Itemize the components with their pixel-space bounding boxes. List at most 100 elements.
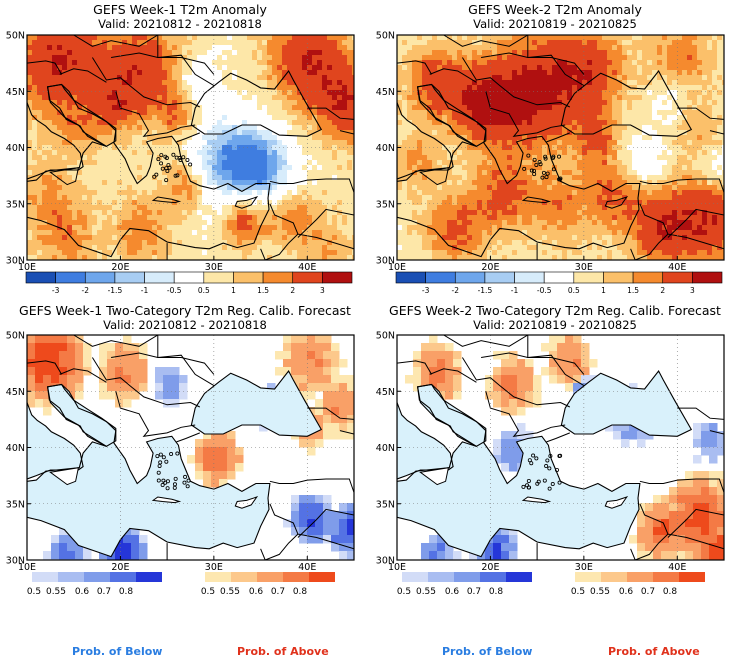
prob-above-swatch <box>601 572 627 582</box>
prob-above-tick: 0.5 <box>571 587 585 597</box>
lon-tick-label: 20E <box>481 262 499 273</box>
panel-title-week1-anomaly: GEFS Week-1 T2m Anomaly Valid: 20210812 … <box>0 3 365 32</box>
lon-tick-label: 10E <box>388 562 406 573</box>
prob-below-tick: 0.5 <box>27 587 41 597</box>
lon-tick-label: 10E <box>18 562 36 573</box>
lon-tick-label: 20E <box>111 262 129 273</box>
anomaly-colorbar-swatch <box>25 271 56 284</box>
lat-tick-label: 45N <box>376 87 395 98</box>
anomaly-colorbar-swatch <box>144 271 175 284</box>
prob-below-swatch <box>110 572 136 582</box>
anomaly-colorbar-swatch <box>322 271 353 284</box>
anomaly-colorbar-swatch <box>395 271 426 284</box>
anomaly-colorbar-tick: 2 <box>660 286 665 295</box>
anomaly-colorbar-swatch <box>55 271 86 284</box>
prob-above-tick: 0.55 <box>220 587 240 597</box>
anomaly-colorbar-swatch <box>114 271 145 284</box>
anomaly-colorbar-tick: 1.5 <box>257 286 269 295</box>
prob-above-tick: 0.55 <box>590 587 610 597</box>
anomaly-colorbar-swatch <box>454 271 486 284</box>
prob-above-label-left: Prob. of Above <box>237 645 329 658</box>
anomaly-colorbar-tick: -1.5 <box>478 286 493 295</box>
prob-below-swatch <box>506 572 532 582</box>
prob-above-tick: 0.7 <box>271 587 285 597</box>
lat-tick-label: 35N <box>6 499 25 510</box>
anomaly-colorbar-swatch <box>573 271 604 284</box>
lon-tick-label: 40E <box>668 262 686 273</box>
lat-tick-label: 50N <box>6 31 25 42</box>
probability-colorbar-week2: 0.5 0.55 0.6 0.7 0.8 0.5 0.55 0.6 0.7 0.8 <box>397 572 705 597</box>
prob-above-swatch <box>627 572 653 582</box>
lat-tick-label: 35N <box>376 499 395 510</box>
prob-above-tick: 0.7 <box>641 587 655 597</box>
anomaly-colorbar-swatch <box>292 271 323 284</box>
lat-tick-label: 40N <box>6 443 25 454</box>
prob-above-label-right: Prob. of Above <box>608 645 700 658</box>
anomaly-colorbar-tick: 1 <box>601 286 606 295</box>
lat-tick-label: 45N <box>6 387 25 398</box>
prob-below-tick: 0.7 <box>467 587 481 597</box>
anomaly-colorbar-tick: 3 <box>690 286 695 295</box>
probability-colorbar-week1: 0.5 0.55 0.6 0.7 0.8 0.5 0.55 0.6 0.7 0.8 <box>27 572 335 597</box>
prob-below-swatch <box>136 572 162 582</box>
prob-below-swatch <box>58 572 84 582</box>
lat-tick-label: 30N <box>6 556 25 567</box>
anomaly-colorbar-tick: -2 <box>82 286 90 295</box>
prob-above-swatch <box>257 572 283 582</box>
panel-title-week2-anomaly: GEFS Week-2 T2m Anomaly Valid: 20210819 … <box>370 2 740 32</box>
panel-title-text: GEFS Week-1 Two-Category T2m Reg. Calib.… <box>19 303 351 318</box>
prob-above-swatch <box>231 572 257 582</box>
panel-title-text: GEFS Week-2 T2m Anomaly <box>468 2 642 17</box>
lat-tick-label: 30N <box>376 256 395 267</box>
prob-above-swatch <box>205 572 231 582</box>
lat-tick-label: 45N <box>376 387 395 398</box>
prob-above-tick: 0.6 <box>249 587 264 597</box>
anomaly-colorbar-tick: 3 <box>320 286 325 295</box>
lon-tick-label: 40E <box>668 562 686 573</box>
lat-tick-label: 40N <box>376 443 395 454</box>
anomaly-colorbar-tick: 1.5 <box>627 286 639 295</box>
panel-valid-text: Valid: 20210819 - 20210825 <box>473 17 637 31</box>
lat-tick-label: 40N <box>376 143 395 154</box>
prob-below-swatch <box>480 572 506 582</box>
anomaly-colorbar-tick: -1.5 <box>108 286 123 295</box>
prob-above-tick: 0.6 <box>619 587 634 597</box>
prob-below-tick: 0.7 <box>97 587 111 597</box>
prob-above-swatch <box>283 572 309 582</box>
prob-below-tick: 0.6 <box>445 587 460 597</box>
anomaly-colorbar-swatch <box>233 271 264 284</box>
prob-below-label-right: Prob. of Below <box>442 645 533 658</box>
anomaly-colorbar-swatch <box>173 271 205 284</box>
panel-valid-text: Valid: 20210812 - 20210818 <box>103 318 267 332</box>
anomaly-colorbar-tick: -3 <box>422 286 430 295</box>
lon-tick-label: 20E <box>481 562 499 573</box>
anomaly-colorbar-tick: -2 <box>452 286 460 295</box>
panel-title-week2-prob: GEFS Week-2 Two-Category T2m Reg. Calib.… <box>370 304 740 333</box>
lat-tick-label: 40N <box>6 143 25 154</box>
lat-tick-label: 45N <box>6 87 25 98</box>
anomaly-colorbar-swatch <box>262 271 294 284</box>
prob-below-swatch <box>454 572 480 582</box>
anomaly-colorbar-swatch <box>692 271 723 284</box>
lon-tick-label: 10E <box>18 262 36 273</box>
prob-below-label-left: Prob. of Below <box>72 645 163 658</box>
prob-below-swatch <box>402 572 428 582</box>
lon-tick-label: 30E <box>575 562 593 573</box>
anomaly-colorbar-swatch <box>662 271 693 284</box>
anomaly-colorbar-tick: -0.5 <box>167 286 182 295</box>
anomaly-colorbar-swatch <box>484 271 515 284</box>
anomaly-colorbar-tick: -1 <box>511 286 519 295</box>
lon-tick-label: 30E <box>205 262 223 273</box>
anomaly-colorbar-week1: -3 -2 -1.5 -1 -0.5 0.5 1 1.5 2 3 <box>25 271 353 295</box>
lon-tick-label: 10E <box>388 262 406 273</box>
prob-above-swatch <box>679 572 705 582</box>
prob-below-tick: 0.55 <box>416 587 436 597</box>
lon-tick-label: 40E <box>298 262 316 273</box>
anomaly-colorbar-tick: 0.5 <box>568 286 580 295</box>
prob-above-swatch <box>575 572 601 582</box>
prob-above-swatch <box>653 572 679 582</box>
lat-tick-label: 30N <box>376 556 395 567</box>
anomaly-colorbar-tick: -0.5 <box>537 286 552 295</box>
